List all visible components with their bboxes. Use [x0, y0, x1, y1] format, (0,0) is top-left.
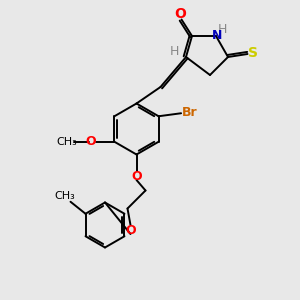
Text: Br: Br — [182, 106, 198, 119]
Text: CH₃: CH₃ — [54, 191, 75, 201]
Text: O: O — [174, 8, 186, 21]
Text: N: N — [212, 29, 222, 42]
Text: O: O — [125, 224, 136, 237]
Text: O: O — [86, 135, 96, 148]
Text: H: H — [218, 23, 227, 36]
Text: CH₃: CH₃ — [56, 137, 77, 147]
Text: S: S — [248, 46, 258, 60]
Text: H: H — [170, 44, 179, 58]
Text: O: O — [131, 169, 142, 183]
